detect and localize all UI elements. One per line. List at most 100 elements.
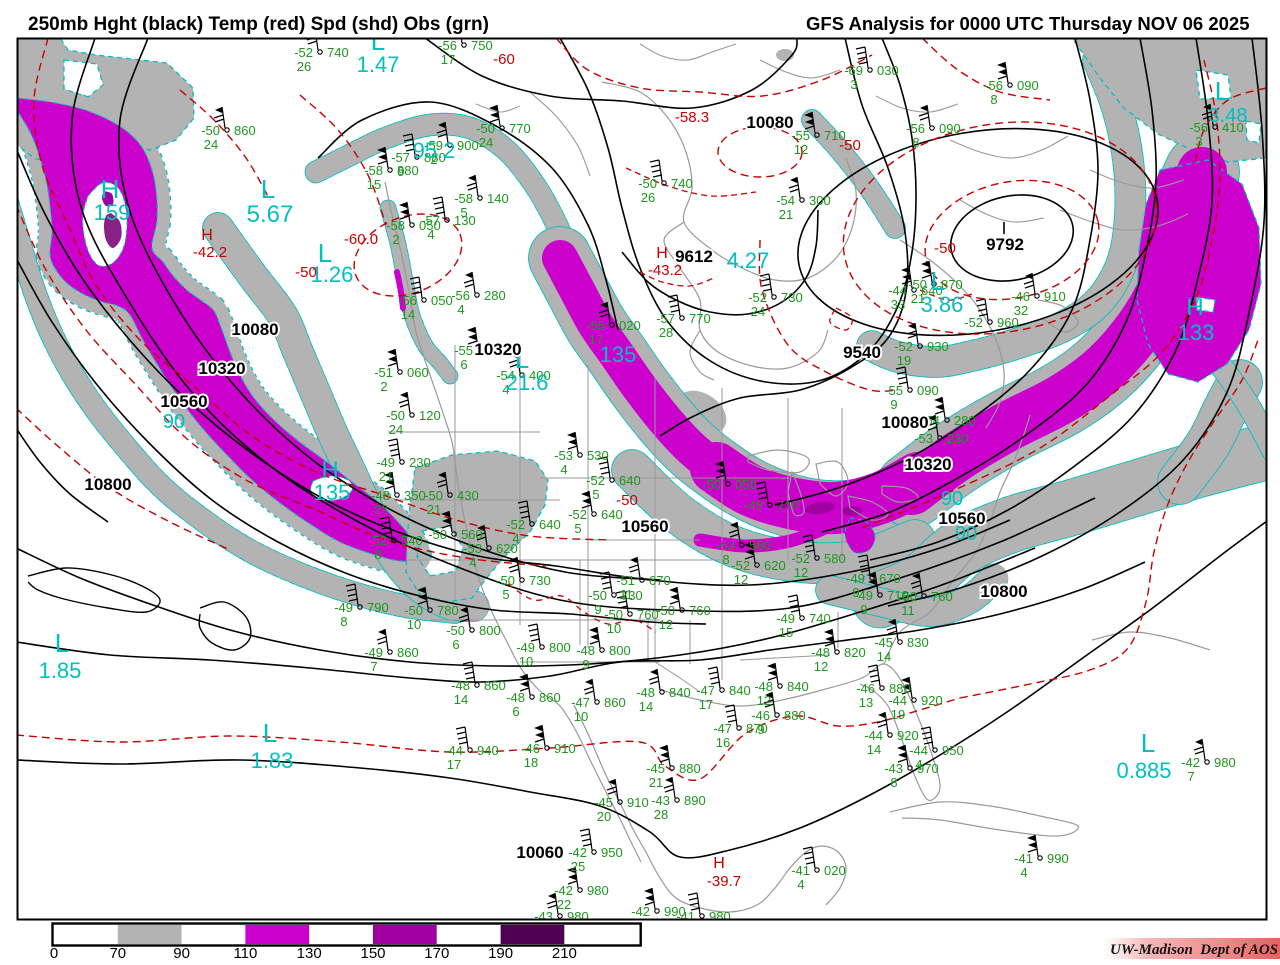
svg-text:-55: -55 — [454, 343, 473, 358]
svg-text:3: 3 — [850, 77, 857, 92]
svg-text:26: 26 — [297, 59, 311, 74]
svg-text:5: 5 — [574, 521, 581, 536]
svg-text:-49: -49 — [776, 611, 795, 626]
svg-text:3.48: 3.48 — [1209, 105, 1248, 127]
svg-text:-49: -49 — [516, 640, 535, 655]
svg-text:14: 14 — [454, 692, 468, 707]
svg-text:16: 16 — [716, 735, 730, 750]
svg-text:9540: 9540 — [843, 343, 881, 362]
svg-text:580: 580 — [824, 551, 846, 566]
svg-text:10: 10 — [407, 617, 421, 632]
svg-text:880: 880 — [679, 761, 701, 776]
svg-text:4.27: 4.27 — [727, 248, 770, 273]
svg-text:860: 860 — [539, 690, 561, 705]
svg-text:350: 350 — [404, 488, 426, 503]
svg-text:-42: -42 — [568, 845, 587, 860]
svg-text:-58: -58 — [454, 191, 473, 206]
svg-text:10060: 10060 — [516, 843, 563, 862]
svg-text:240: 240 — [487, 343, 509, 358]
svg-text:-58.3: -58.3 — [675, 109, 709, 126]
svg-text:-51: -51 — [374, 365, 393, 380]
svg-text:-53: -53 — [914, 431, 933, 446]
svg-text:12: 12 — [794, 142, 808, 157]
svg-text:19: 19 — [891, 707, 905, 722]
svg-text:4: 4 — [469, 555, 476, 570]
svg-text:250mb Hght (black) Temp (red): 250mb Hght (black) Temp (red) Spd (shd) … — [28, 14, 489, 35]
svg-text:740: 740 — [327, 45, 349, 60]
svg-text:560: 560 — [461, 527, 483, 542]
svg-text:24: 24 — [479, 135, 493, 150]
svg-text:-50: -50 — [446, 623, 465, 638]
svg-text:-48: -48 — [811, 645, 830, 660]
svg-text:230: 230 — [947, 431, 969, 446]
svg-text:-44: -44 — [909, 743, 928, 758]
svg-text:980: 980 — [567, 909, 589, 924]
svg-text:-47: -47 — [696, 683, 715, 698]
svg-text:4: 4 — [560, 462, 567, 477]
svg-text:910: 910 — [1044, 289, 1066, 304]
svg-text:-50: -50 — [604, 607, 623, 622]
svg-text:-44: -44 — [864, 728, 883, 743]
svg-text:-50: -50 — [656, 603, 675, 618]
svg-text:-58: -58 — [364, 163, 383, 178]
svg-text:6: 6 — [452, 637, 459, 652]
svg-text:860: 860 — [234, 123, 256, 138]
svg-text:20: 20 — [597, 809, 611, 824]
svg-text:-50: -50 — [616, 492, 638, 509]
svg-text:910: 910 — [554, 741, 576, 756]
svg-text:-50: -50 — [496, 573, 515, 588]
svg-text:730: 730 — [529, 573, 551, 588]
svg-text:5: 5 — [592, 487, 599, 502]
svg-text:280: 280 — [484, 288, 506, 303]
svg-text:-51: -51 — [616, 573, 635, 588]
svg-text:GFS Analysis for 0000 UTC Thur: GFS Analysis for 0000 UTC Thursday NOV 0… — [806, 13, 1250, 34]
svg-text:-42.2: -42.2 — [193, 244, 227, 261]
svg-text:L: L — [1215, 76, 1229, 106]
svg-text:-50: -50 — [295, 264, 317, 281]
svg-text:640: 640 — [539, 517, 561, 532]
svg-text:H: H — [1186, 294, 1203, 321]
svg-text:800: 800 — [479, 623, 501, 638]
svg-text:22: 22 — [557, 897, 571, 912]
svg-text:-58: -58 — [386, 218, 405, 233]
svg-text:159: 159 — [94, 200, 131, 225]
svg-text:10560: 10560 — [621, 517, 668, 536]
svg-text:-53: -53 — [554, 448, 573, 463]
svg-text:-48: -48 — [506, 690, 525, 705]
svg-text:900: 900 — [457, 138, 479, 153]
svg-text:12: 12 — [659, 617, 673, 632]
svg-text:670: 670 — [649, 573, 671, 588]
svg-text:12: 12 — [814, 659, 828, 674]
svg-text:11: 11 — [901, 603, 915, 618]
svg-text:-45: -45 — [874, 635, 893, 650]
svg-text:-50: -50 — [588, 588, 607, 603]
svg-text:L: L — [318, 238, 332, 268]
svg-text:3.86: 3.86 — [921, 292, 964, 317]
svg-text:-43: -43 — [651, 793, 670, 808]
svg-text:430: 430 — [457, 488, 479, 503]
svg-text:11: 11 — [619, 587, 633, 602]
svg-text:760: 760 — [689, 603, 711, 618]
svg-text:4: 4 — [512, 531, 519, 546]
svg-text:640: 640 — [601, 507, 623, 522]
svg-text:-52: -52 — [368, 533, 387, 548]
svg-text:2: 2 — [430, 152, 437, 167]
svg-text:110: 110 — [233, 945, 257, 960]
svg-text:960: 960 — [997, 315, 1019, 330]
svg-text:L: L — [1141, 728, 1155, 758]
svg-text:10: 10 — [607, 621, 621, 636]
svg-text:-52: -52 — [748, 290, 767, 305]
svg-text:-44: -44 — [888, 693, 907, 708]
svg-text:-42: -42 — [554, 883, 573, 898]
svg-text:9: 9 — [757, 722, 764, 737]
svg-text:10080: 10080 — [231, 320, 278, 339]
svg-text:L: L — [515, 344, 529, 374]
svg-text:870: 870 — [941, 277, 963, 292]
svg-text:-39.7: -39.7 — [707, 873, 741, 890]
svg-text:090: 090 — [917, 383, 939, 398]
svg-text:-50: -50 — [839, 137, 861, 154]
svg-text:-50: -50 — [476, 121, 495, 136]
svg-text:14: 14 — [867, 742, 881, 757]
svg-text:21.6: 21.6 — [506, 370, 549, 395]
svg-text:5.67: 5.67 — [247, 201, 294, 228]
